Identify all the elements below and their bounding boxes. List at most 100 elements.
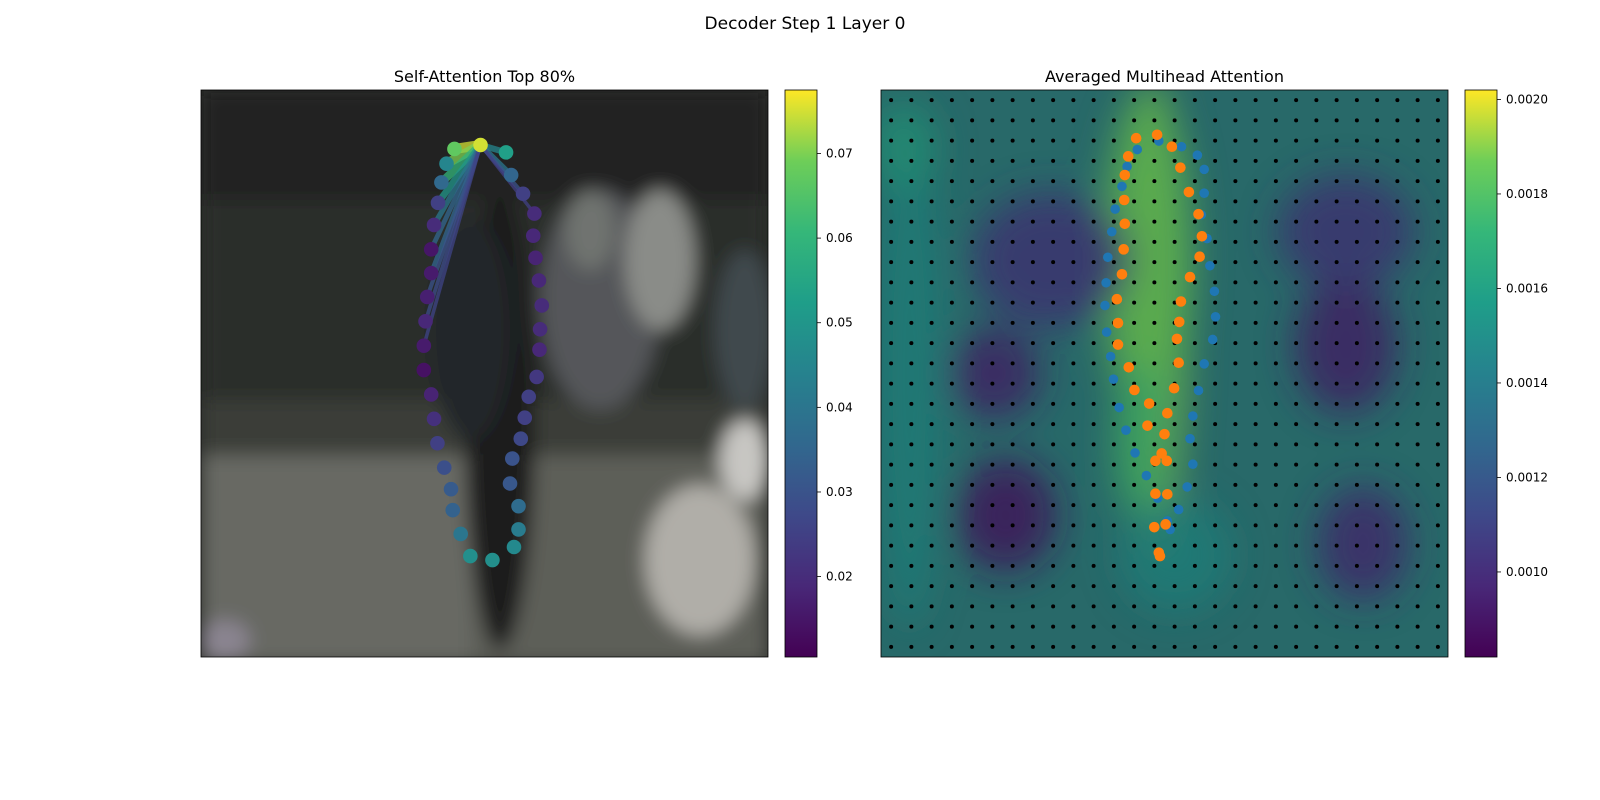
grid-point: [1253, 462, 1258, 467]
grid-point: [1010, 503, 1015, 508]
multihead-colorbar: 0.0010 0.0012 0.0014 0.0016 0.0018 0.0020: [1464, 89, 1548, 658]
grid-point: [1152, 482, 1157, 487]
grid-point: [1375, 624, 1380, 629]
predicted-point: [1194, 251, 1205, 262]
grid-point: [1010, 604, 1015, 609]
grid-point: [1071, 320, 1076, 325]
keypoint: [445, 502, 461, 518]
reference-point: [1209, 286, 1220, 297]
grid-point: [1030, 584, 1035, 589]
grid-point: [1213, 179, 1218, 184]
grid-point: [949, 604, 954, 609]
grid-point: [949, 401, 954, 406]
grid-point: [1192, 158, 1197, 163]
grid-point: [1253, 422, 1258, 427]
grid-point: [949, 442, 954, 447]
grid-point: [1051, 462, 1056, 467]
grid-point: [1334, 442, 1339, 447]
grid-point: [1010, 543, 1015, 548]
grid-point: [1294, 138, 1299, 143]
grid-point: [1172, 300, 1177, 305]
grid-point: [1071, 199, 1076, 204]
predicted-point: [1112, 317, 1124, 329]
grid-point: [929, 442, 934, 447]
keypoint: [498, 145, 514, 160]
grid-point: [1435, 604, 1440, 609]
grid-point: [1091, 563, 1096, 568]
grid-point: [1233, 624, 1238, 629]
grid-point: [1294, 98, 1299, 103]
keypoint: [504, 451, 520, 466]
grid-point: [889, 199, 894, 204]
grid-point: [1395, 503, 1400, 508]
grid-point: [909, 401, 914, 406]
grid-point: [1435, 503, 1440, 508]
grid-point: [1395, 563, 1400, 568]
grid-point: [990, 341, 995, 346]
grid-point: [1152, 158, 1157, 163]
reference-points: [1100, 136, 1221, 535]
grid-point: [1395, 543, 1400, 548]
keypoint: [423, 265, 439, 281]
grid-point: [1395, 482, 1400, 487]
keypoint: [463, 548, 478, 564]
grid-point: [1395, 98, 1400, 103]
grid-point: [889, 462, 894, 467]
reference-point: [1199, 164, 1209, 175]
grid-point: [1132, 98, 1137, 103]
grid-point: [1435, 341, 1440, 346]
reference-point: [1117, 181, 1127, 192]
grid-point: [1192, 179, 1197, 184]
grid-point: [1233, 158, 1238, 163]
keypoint: [525, 228, 541, 244]
reference-point: [1121, 425, 1131, 436]
predicted-point: [1196, 230, 1208, 242]
grid-point: [1071, 503, 1076, 508]
reference-point: [1199, 359, 1209, 369]
grid-point: [1395, 179, 1400, 184]
grid-point: [1435, 381, 1440, 386]
grid-point: [1253, 98, 1258, 103]
grid-point: [970, 118, 975, 123]
attention-link: [422, 143, 483, 348]
grid-point: [1435, 523, 1440, 528]
grid-point: [949, 219, 954, 224]
keypoint: [503, 167, 519, 183]
grid-point: [1010, 320, 1015, 325]
grid-point: [1152, 604, 1157, 609]
grid-point: [1375, 118, 1380, 123]
grid-point: [1314, 644, 1319, 649]
grid-point: [1172, 482, 1177, 487]
keypoint: [527, 206, 542, 221]
grid-point: [1071, 563, 1076, 568]
grid-point: [1354, 219, 1359, 224]
grid-point: [1314, 361, 1319, 366]
grid-point: [1354, 482, 1359, 487]
grid-point: [1132, 624, 1137, 629]
grid-point: [1314, 260, 1319, 265]
grid-point: [970, 239, 975, 244]
grid-point: [1213, 138, 1218, 143]
grid-point: [1152, 98, 1157, 103]
grid-point: [1111, 523, 1116, 528]
grid-point: [1375, 179, 1380, 184]
grid-point: [1395, 239, 1400, 244]
grid-point: [889, 138, 894, 143]
grid-point: [1253, 543, 1258, 548]
predicted-point: [1154, 550, 1166, 562]
grid-point: [1273, 341, 1278, 346]
grid-point: [1314, 401, 1319, 406]
grid-point: [1273, 280, 1278, 285]
grid-point: [1172, 179, 1177, 184]
grid-point: [1253, 624, 1258, 629]
grid-point: [1354, 563, 1359, 568]
grid-point: [1273, 401, 1278, 406]
grid-point: [1375, 523, 1380, 528]
grid-point: [1334, 543, 1339, 548]
grid-point: [1415, 442, 1420, 447]
predicted-points: [1111, 129, 1208, 562]
grid-point: [1233, 138, 1238, 143]
grid-point: [970, 361, 975, 366]
grid-point: [1435, 138, 1440, 143]
grid-point: [1435, 280, 1440, 285]
